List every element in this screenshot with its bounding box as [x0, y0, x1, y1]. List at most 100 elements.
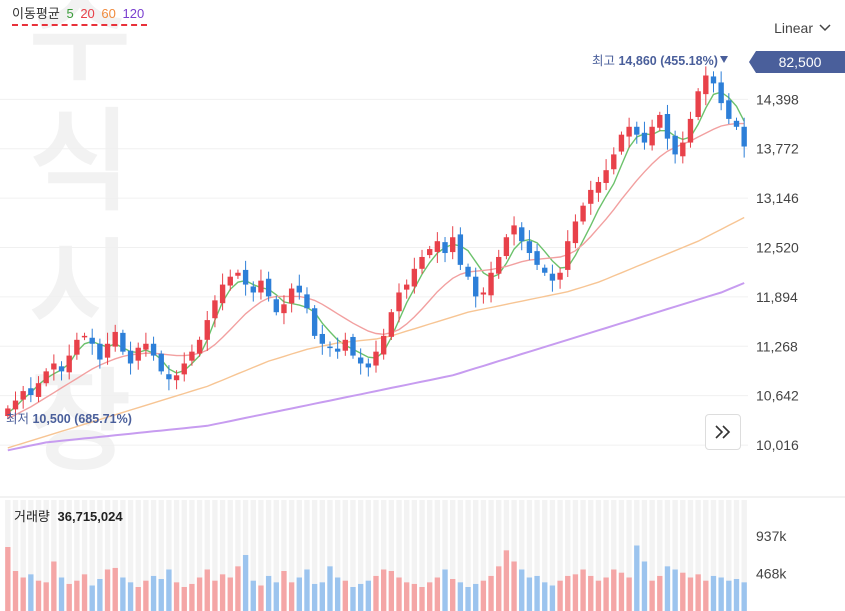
volume-bar-bg	[427, 500, 433, 583]
candle-body	[542, 267, 548, 273]
volume-bar	[634, 545, 640, 611]
high-price-label: 최고 14,860 (455.18%)	[592, 54, 718, 68]
volume-bar	[58, 577, 65, 611]
candle-body	[557, 272, 563, 280]
volume-bar	[5, 547, 11, 611]
volume-bar-bg	[173, 500, 180, 583]
y-tick-label: 11,894	[756, 289, 798, 305]
volume-bar	[457, 582, 464, 611]
candle-body	[473, 276, 479, 297]
volume-bar-bg	[664, 500, 671, 567]
volume-value: 36,715,024	[57, 509, 123, 524]
volume-bar	[296, 577, 302, 611]
candle-body	[419, 256, 425, 269]
volume-bar	[542, 582, 548, 611]
candle-body	[373, 351, 379, 366]
volume-bar	[741, 582, 747, 611]
volume-bar	[534, 575, 540, 611]
volume-bar-bg	[457, 500, 464, 583]
candle-body	[342, 339, 349, 351]
y-tick-label: 13,146	[756, 190, 799, 206]
candle-body	[104, 343, 111, 358]
volume-bar-bg	[388, 500, 395, 571]
volume-bar	[357, 583, 364, 611]
volume-bar-bg	[357, 500, 364, 584]
volume-bar-bg	[396, 500, 402, 578]
volume-bar	[511, 561, 517, 611]
volume-bar-bg	[104, 500, 111, 570]
candle-body	[135, 347, 141, 361]
volume-bar-bg	[519, 500, 525, 570]
candle-body	[580, 205, 586, 222]
candle-body	[258, 280, 264, 293]
ma-legend[interactable]: 이동평균 5 20 60 120	[12, 3, 148, 26]
candle-body	[595, 182, 602, 193]
volume-title: 거래량	[14, 509, 50, 524]
candle-body	[97, 343, 103, 360]
volume-bar	[672, 569, 678, 611]
volume-bar-bg	[342, 500, 349, 581]
volume-bar-bg	[419, 500, 425, 587]
volume-bar-bg	[496, 500, 502, 567]
volume-bar-bg	[726, 500, 732, 581]
candle-body	[741, 126, 747, 147]
candle-body	[549, 273, 556, 281]
volume-bar	[143, 580, 149, 611]
volume-bar	[465, 587, 471, 611]
candle-body	[166, 374, 172, 380]
scroll-to-latest-button[interactable]	[705, 414, 741, 450]
scale-mode-label: Linear	[774, 20, 813, 36]
volume-bar	[611, 569, 617, 611]
y-tick-label: 11,268	[756, 338, 798, 354]
volume-bar	[680, 572, 686, 611]
volume-bar-bg	[718, 500, 724, 578]
ma-legend-60: 60	[101, 6, 116, 21]
candle-body	[526, 241, 533, 254]
volume-bar-bg	[112, 500, 118, 568]
volume-bar-bg	[143, 500, 149, 581]
volume-bar-bg	[511, 500, 517, 562]
volume-bar-bg	[135, 500, 141, 587]
volume-bar	[718, 577, 724, 611]
volume-bar	[258, 585, 264, 611]
volume-bar-bg	[657, 500, 663, 576]
candle-body	[281, 304, 287, 314]
volume-bar	[396, 577, 402, 611]
candle-body	[58, 366, 65, 372]
volume-bar-bg	[380, 500, 387, 570]
volume-bar	[434, 577, 441, 611]
candle-body	[703, 75, 709, 95]
candle-body	[427, 249, 433, 256]
price-markers: 82,500 최고 14,860 (455.18%) 최저 10,500 (685.…	[6, 51, 845, 426]
volume-bar-bg	[603, 500, 609, 578]
volume-bar	[334, 577, 341, 611]
volume-bar	[12, 571, 19, 611]
volume-bar	[403, 582, 410, 611]
y-tick-label: 13,772	[756, 141, 799, 157]
volume-bar-bg	[442, 500, 448, 570]
candle-body	[396, 292, 402, 312]
volume-bar	[97, 579, 103, 611]
ma-legend-title: 이동평균	[12, 6, 60, 21]
watermark-char: 주	[29, 0, 130, 96]
volume-bar	[365, 580, 372, 611]
volume-bar	[572, 574, 579, 611]
volume-bar-bg	[43, 500, 49, 583]
candle-body	[120, 332, 126, 352]
candle-body	[411, 268, 418, 287]
volume-bar-bg	[35, 500, 42, 581]
candle-body	[20, 391, 26, 400]
volume-tick-label: 468k	[756, 566, 787, 582]
volume-bar	[204, 569, 210, 611]
volume-bar	[304, 569, 310, 611]
volume-bar	[135, 587, 141, 611]
volume-bar-bg	[189, 500, 195, 584]
volume-bar-bg	[212, 500, 218, 581]
candle-body	[672, 135, 678, 155]
volume-bar-bg	[311, 500, 318, 584]
volume-bar-bg	[281, 500, 287, 571]
scale-mode-dropdown[interactable]: Linear	[774, 20, 831, 36]
volume-bar-bg	[542, 500, 548, 583]
